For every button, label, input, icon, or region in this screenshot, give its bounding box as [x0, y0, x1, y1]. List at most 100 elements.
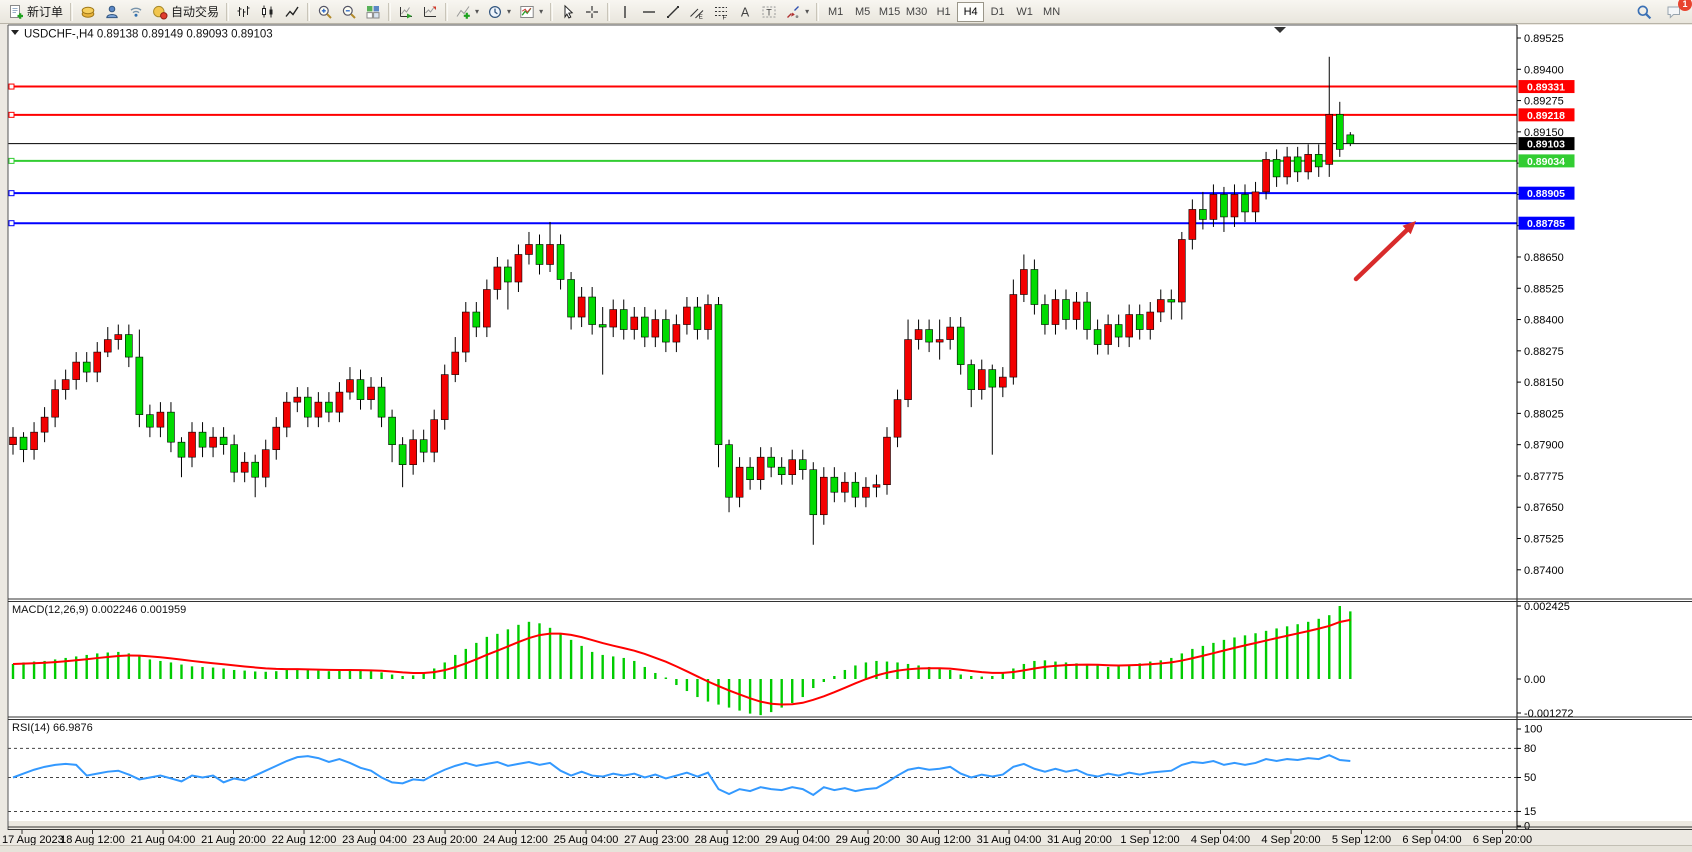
price-tick-label: 0.89275	[1524, 96, 1564, 108]
bullish-candle	[1230, 194, 1239, 218]
market-button[interactable]	[76, 1, 100, 22]
bearish-candle	[693, 306, 702, 330]
svg-text:A: A	[741, 5, 750, 19]
tf-mn-button[interactable]: MN	[1038, 2, 1065, 22]
price-tick-label: 0.88400	[1524, 315, 1564, 327]
candlestick-chart-button[interactable]	[256, 1, 280, 22]
bullish-candle	[609, 309, 618, 328]
bullish-candle	[1156, 299, 1165, 313]
bullish-candle	[1051, 299, 1060, 325]
bearish-candle	[535, 244, 544, 265]
level-line-handle[interactable]	[8, 220, 15, 227]
line-chart-button[interactable]	[280, 1, 304, 22]
price-badge: 0.89034	[1518, 154, 1575, 168]
text-label-button[interactable]: T	[757, 1, 781, 22]
bearish-candle	[1272, 159, 1281, 178]
shift-marker-icon[interactable]	[1274, 27, 1286, 33]
bullish-candle	[1178, 239, 1186, 303]
bearish-candle	[388, 416, 396, 445]
bullish-candle	[546, 244, 554, 265]
cursor-icon	[560, 4, 576, 20]
level-line-handle[interactable]	[8, 157, 15, 164]
bullish-candle	[683, 306, 691, 325]
time-tick-label: 22 Aug 12:00	[272, 834, 337, 846]
zoom-out-button[interactable]	[337, 1, 361, 22]
bearish-candle	[198, 431, 207, 448]
arrows-icon	[785, 4, 801, 20]
bullish-candle	[672, 324, 681, 343]
equidistant-channel-button[interactable]: E	[685, 1, 709, 22]
candles-layer	[9, 56, 1355, 545]
bearish-candle	[219, 436, 228, 445]
chart-window[interactable]: 0.895250.894000.892750.891500.890250.889…	[0, 24, 1692, 852]
bearish-candle	[556, 244, 565, 280]
indicators-button[interactable]	[451, 1, 483, 22]
macd-signal-line	[12, 618, 1351, 706]
chart-shift-button[interactable]	[418, 1, 442, 22]
tf-w1-button[interactable]: W1	[1011, 2, 1038, 22]
new-order-button[interactable]: 新订单	[4, 1, 67, 22]
bearish-candle	[1114, 324, 1123, 338]
bullish-candle	[514, 254, 523, 283]
profile-icon	[104, 4, 120, 20]
usdchf-h4-chart[interactable]: 0.895250.894000.892750.891500.890250.889…	[0, 24, 1692, 852]
svg-text:0.89034: 0.89034	[1527, 156, 1565, 168]
bearish-candle	[1199, 209, 1207, 220]
horizontal-line-button[interactable]	[637, 1, 661, 22]
tf-d1-button[interactable]: D1	[984, 2, 1011, 22]
bullish-candle	[240, 461, 249, 473]
tf-h4-button[interactable]: H4	[957, 1, 985, 22]
one-click-arrow-icon[interactable]	[11, 30, 19, 35]
bullish-candle	[788, 459, 797, 475]
zoom-in-button[interactable]	[313, 1, 337, 22]
toolbar-separator	[226, 2, 230, 21]
bearish-candle	[588, 296, 596, 325]
arrows-button[interactable]	[781, 1, 813, 22]
bearish-candle	[725, 444, 733, 498]
autotrading-button[interactable]: 自动交易	[148, 1, 223, 22]
bullish-candle	[293, 396, 302, 403]
rsi-pane[interactable]: RSI(14) 66.98761008050150	[8, 722, 1542, 833]
bearish-candle	[1220, 194, 1228, 218]
bearish-candle	[619, 309, 628, 330]
bullish-candle	[493, 266, 502, 290]
indicators-icon	[455, 4, 471, 20]
tf-m30-button[interactable]: M30	[903, 2, 930, 22]
bearish-candle	[988, 369, 997, 388]
vertical-line-button[interactable]	[613, 1, 637, 22]
bullish-candle	[114, 334, 123, 340]
level-lines-layer	[8, 83, 1517, 227]
trendline-button[interactable]	[661, 1, 685, 22]
price-tick-label: 0.87775	[1524, 471, 1564, 483]
macd-pane[interactable]: MACD(12,26,9) 0.002246 0.001959 0.002425 0…	[11, 601, 1574, 720]
bearish-candle	[809, 469, 818, 516]
tile-windows-icon	[365, 4, 381, 20]
periods-button[interactable]	[483, 1, 515, 22]
tf-m5-button[interactable]: M5	[849, 2, 876, 22]
bearish-candle	[1167, 299, 1176, 303]
bullish-candle	[61, 379, 70, 390]
level-line-handle[interactable]	[8, 111, 15, 118]
signals-button[interactable]	[124, 1, 148, 22]
trend-arrow-annotation[interactable]	[1353, 221, 1416, 282]
auto-scroll-button[interactable]	[394, 1, 418, 22]
tf-m1-button[interactable]: M1	[822, 2, 849, 22]
bearish-candle	[798, 459, 807, 470]
bearish-candle	[146, 414, 154, 428]
bullish-candle	[1188, 209, 1197, 240]
fibonacci-button[interactable]: F	[709, 1, 733, 22]
bar-chart-button[interactable]	[232, 1, 256, 22]
level-line-handle[interactable]	[8, 83, 15, 90]
tf-h1-button[interactable]: H1	[930, 2, 957, 22]
macd-header: MACD(12,26,9) 0.002246 0.001959	[12, 604, 186, 616]
search-button[interactable]	[1632, 1, 1656, 22]
tile-windows-button[interactable]	[361, 1, 385, 22]
level-line-handle[interactable]	[8, 190, 15, 197]
text-button[interactable]: A	[733, 1, 757, 22]
crosshair-button[interactable]	[580, 1, 604, 22]
templates-button[interactable]	[515, 1, 547, 22]
tf-m15-button[interactable]: M15	[876, 2, 903, 22]
cursor-button[interactable]	[556, 1, 580, 22]
profile-button[interactable]	[100, 1, 124, 22]
